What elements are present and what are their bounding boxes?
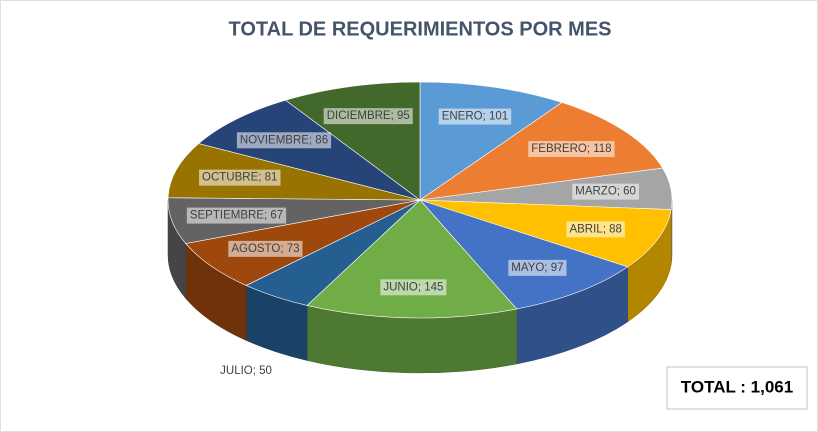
data-label-group: JUNIO; 145 (380, 279, 447, 296)
slice (185, 199, 421, 286)
data-label-group: FEBRERO; 118 (528, 141, 615, 158)
data-label-group: MARZO; 60 (572, 183, 639, 200)
data-label-group: MAYO; 97 (508, 259, 567, 276)
data-label-bg (566, 221, 625, 238)
slice (306, 199, 518, 319)
data-label-group: OCTUBRE; 81 (199, 169, 281, 186)
data-label-bg (186, 207, 287, 224)
total-label: TOTAL : 1,061 (681, 377, 793, 396)
data-label-bg (228, 240, 303, 257)
data-label-group: ABRIL; 88 (566, 221, 625, 238)
chart-title: TOTAL DE REQUERIMIENTOS POR MES (228, 18, 611, 40)
data-label-group: ENERO; 101 (438, 108, 512, 125)
slice (167, 143, 421, 201)
data-label-bg (508, 259, 567, 276)
data-label: SEPTIEMBRE; 67 (190, 210, 283, 222)
data-label: OCTUBRE; 81 (202, 172, 277, 184)
data-label-bg (528, 141, 615, 158)
data-label-group: NOVIEMBRE; 86 (236, 132, 332, 149)
data-label: NOVIEMBRE; 86 (240, 134, 328, 146)
data-label: ENERO; 101 (442, 111, 508, 123)
data-label: JUNIO; 145 (383, 281, 443, 293)
data-label-bg (236, 132, 332, 149)
data-label: FEBRERO; 118 (531, 143, 611, 155)
data-label: MARZO; 60 (575, 186, 636, 198)
pie: ENERO; 101 FEBRERO; 118 MARZO; 60 ABRIL; 88… (167, 81, 673, 377)
data-label: DICIEMBRE; 95 (327, 110, 410, 122)
slice (198, 99, 421, 201)
data-label: AGOSTO; 73 (231, 243, 299, 255)
data-label-bg (323, 108, 413, 125)
data-label-group: DICIEMBRE; 95 (323, 108, 413, 125)
data-label-bg (438, 108, 512, 125)
data-label: MAYO; 97 (511, 262, 563, 274)
data-label-bg (380, 279, 447, 296)
data-label-group: AGOSTO; 73 (228, 240, 303, 257)
data-label-bg (199, 169, 281, 186)
data-label-group: SEPTIEMBRE; 67 (186, 207, 287, 224)
data-label-bg (572, 183, 639, 200)
data-label: JULIO; 50 (220, 365, 272, 377)
data-label: ABRIL; 88 (569, 223, 621, 235)
slice (419, 199, 629, 310)
total-box (666, 366, 808, 410)
data-label-group: JULIO; 50 (220, 365, 272, 377)
slice (419, 199, 672, 268)
